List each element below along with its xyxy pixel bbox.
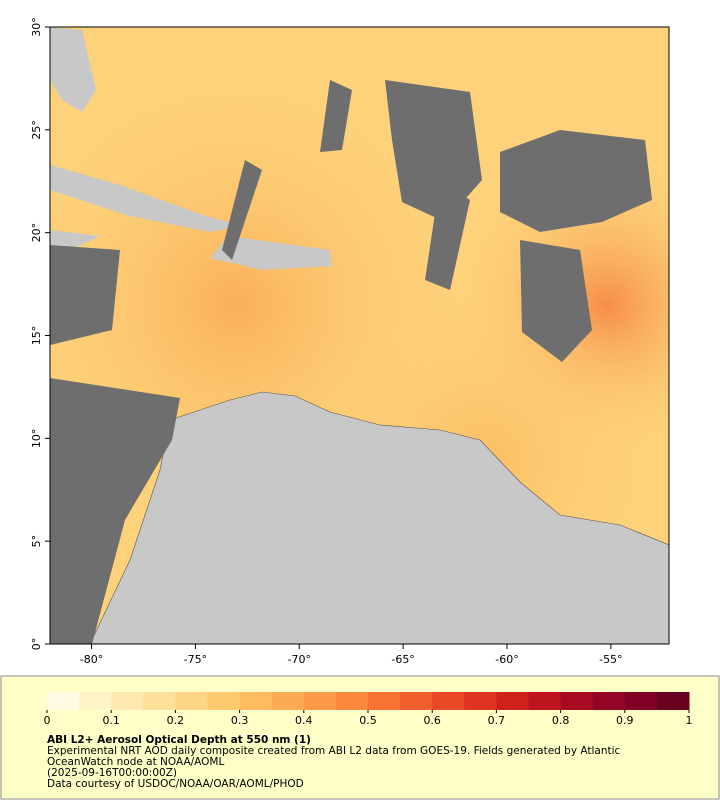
y-tick-label: 10° [30,429,43,449]
colorbar-tick-label: 0.6 [423,714,441,727]
colorbar-tick-label: 0.3 [231,714,249,727]
x-tick-label: -80° [80,653,103,666]
map-image [49,26,670,645]
colorbar-tick-label: 0.9 [616,714,634,727]
colorbar: 0 0.1 0.2 0.3 0.4 0.5 0.6 0.7 0.8 0.9 1 [44,692,693,727]
x-tick-label: -65° [391,653,414,666]
colorbar-swatch [111,692,144,710]
colorbar-swatch [47,692,80,710]
colorbar-swatch [496,692,529,710]
colorbar-swatch [335,692,369,710]
colorbar-swatch [400,692,433,710]
colorbar-swatch [175,692,208,710]
x-tick-label: -60° [495,653,518,666]
caption-line: Data courtesy of USDOC/NOAA/OAR/AOML/PHO… [47,778,304,790]
colorbar-swatch [624,692,658,710]
colorbar-swatch [271,692,305,710]
colorbar-swatch [303,692,337,710]
colorbar-tick-label: 0.5 [359,714,377,727]
colorbar-swatch [592,692,626,710]
y-tick-label: 30° [30,17,43,37]
colorbar-tick-label: 0.4 [295,714,313,727]
colorbar-tick-label: 0.1 [102,714,120,727]
caption-line: OceanWatch node at NOAA/AOML [47,756,224,768]
y-tick-label: 20° [30,223,43,243]
colorbar-tick-label: 1 [686,714,693,727]
colorbar-swatch [528,692,562,710]
colorbar-swatch [464,692,497,710]
colorbar-swatch [79,692,112,710]
caption-title: ABI L2+ Aerosol Optical Depth at 550 nm … [47,734,311,746]
axes: -80° -75° -70° -65° -60° -55° 0° 5° 10° 15° 20° 25°… [30,17,623,666]
colorbar-swatch [239,692,273,710]
colorbar-tick-label: 0.8 [552,714,570,727]
colorbar-tick-label: 0.7 [488,714,506,727]
colorbar-swatch [207,692,241,710]
x-tick-label: -70° [288,653,311,666]
colorbar-swatch [143,692,176,710]
colorbar-swatch [432,692,465,710]
y-tick-label: 0° [30,638,43,651]
x-tick-label: -75° [184,653,207,666]
caption-line: Experimental NRT AOD daily composite cre… [47,745,621,757]
colorbar-swatch [560,692,594,710]
x-tick-label: -55° [599,653,622,666]
y-tick-label: 25° [30,120,43,140]
y-tick-label: 15° [30,326,43,346]
colorbar-tick-label: 0 [44,714,51,727]
colorbar-tick-label: 0.2 [167,714,185,727]
colorbar-swatch [368,692,401,710]
y-tick-label: 5° [30,535,43,548]
colorbar-swatch [656,692,690,710]
caption-line: (2025-09-16T00:00:00Z) [47,767,177,779]
